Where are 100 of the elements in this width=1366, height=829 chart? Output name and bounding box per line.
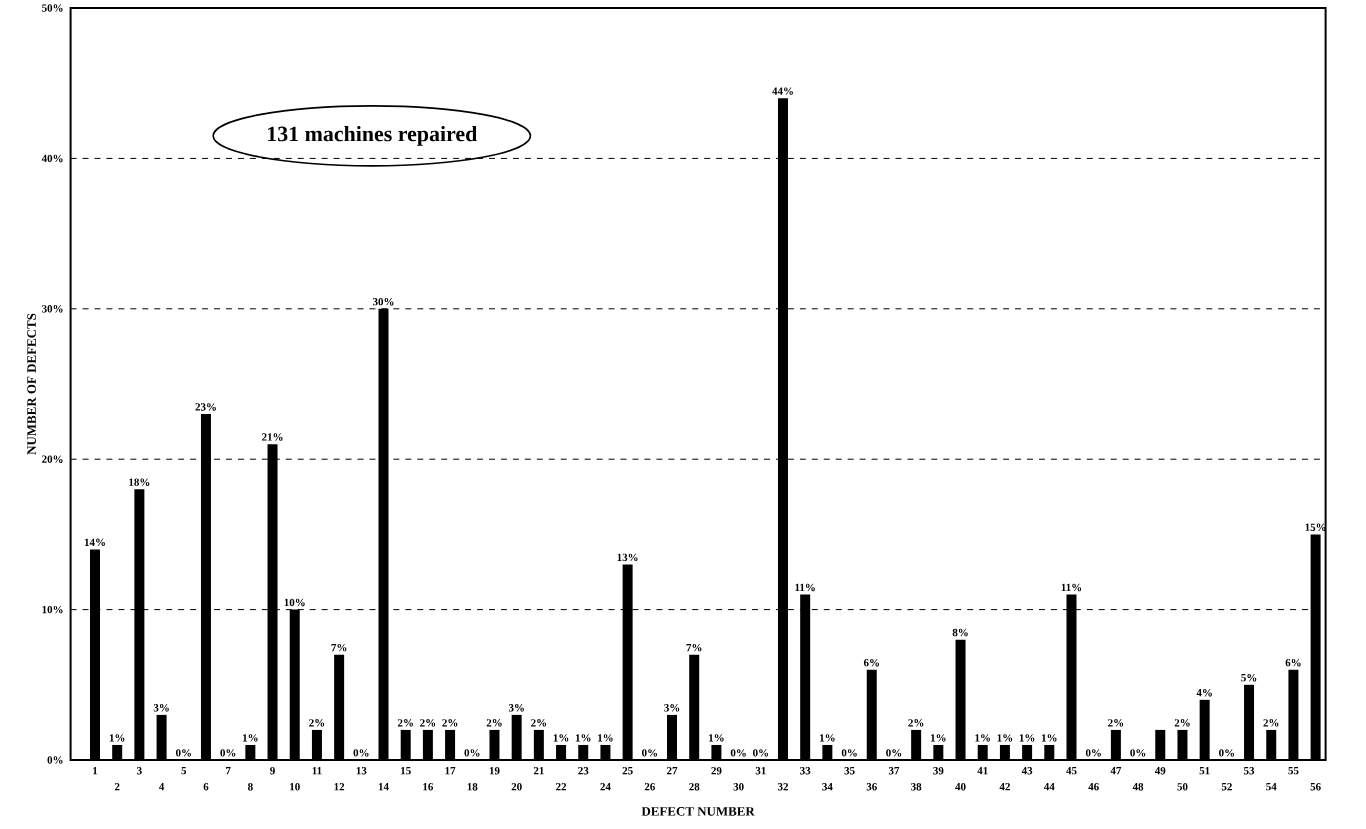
x-tick-label: 44: [1043, 783, 1055, 791]
data-label: 0%: [1219, 749, 1235, 757]
x-tick-label: 6: [203, 783, 209, 791]
x-tick-label: 23: [578, 767, 589, 775]
data-label: 2%: [420, 719, 436, 727]
y-tick-label: 10%: [42, 605, 63, 614]
data-label: 23%: [195, 403, 216, 411]
data-label: 1%: [553, 734, 569, 742]
data-label: 1%: [997, 734, 1013, 742]
x-tick-label: 38: [911, 783, 922, 791]
y-tick-label: 50%: [42, 4, 63, 12]
data-label: 7%: [331, 643, 347, 652]
data-label: 0%: [1085, 749, 1101, 757]
data-label: 6%: [863, 658, 879, 667]
y-tick-label: 0%: [47, 756, 63, 764]
x-tick-label: 32: [777, 783, 788, 791]
data-label: 3%: [153, 704, 169, 712]
data-label: 0%: [220, 749, 236, 757]
x-tick-label: 55: [1288, 767, 1299, 775]
data-label: 11%: [795, 583, 815, 592]
data-label: 18%: [129, 478, 150, 486]
x-tick-label: 53: [1244, 767, 1255, 775]
data-label: 2%: [908, 719, 924, 727]
data-label: 1%: [820, 734, 835, 742]
x-tick-label: 17: [445, 767, 456, 775]
data-label: 0%: [1130, 749, 1146, 757]
data-label: 1%: [1019, 734, 1035, 742]
data-label: 4%: [1196, 689, 1212, 697]
data-label: 3%: [508, 704, 524, 712]
x-tick-label: 45: [1066, 767, 1077, 775]
x-tick-label: 18: [467, 783, 478, 791]
data-label: 44%: [772, 87, 793, 95]
x-tick-label: 37: [888, 767, 900, 775]
x-tick-label: 43: [1021, 767, 1033, 775]
x-tick-label: 5: [181, 767, 187, 775]
x-tick-label: 10: [290, 783, 300, 791]
data-label: 2%: [397, 719, 413, 727]
data-label: 2%: [442, 719, 458, 727]
data-label: 1%: [109, 734, 125, 742]
data-label: 10%: [284, 598, 305, 607]
data-label: 1%: [930, 734, 946, 742]
data-label: 0%: [175, 749, 191, 757]
x-tick-label: 7: [226, 767, 231, 775]
data-label: 21%: [262, 433, 283, 441]
x-tick-label: 12: [334, 783, 345, 791]
y-tick-label: 20%: [42, 455, 63, 463]
data-label: 0%: [841, 749, 857, 757]
x-tick-label: 30: [733, 783, 744, 791]
data-label: 0%: [752, 749, 768, 757]
y-axis-title: NUMBER OF DEFECTS: [27, 313, 36, 455]
data-label: 1%: [1041, 734, 1057, 742]
x-tick-label: 35: [844, 767, 855, 775]
annotation: 131 machines repaired: [268, 125, 478, 146]
data-label: 0%: [886, 749, 902, 757]
data-label: 2%: [1108, 719, 1124, 727]
data-label: 1%: [243, 734, 258, 742]
data-label: 15%: [1305, 523, 1326, 532]
data-label: 3%: [664, 704, 680, 712]
x-tick-label: 27: [667, 767, 678, 775]
x-tick-label: 33: [800, 767, 811, 775]
x-tick-label: 36: [866, 783, 877, 791]
x-tick-label: 15: [401, 767, 411, 775]
x-tick-label: 20: [511, 783, 522, 791]
data-label: 0%: [642, 749, 658, 757]
y-tick-label: 30%: [42, 305, 63, 313]
x-tick-label: 31: [755, 767, 766, 775]
x-tick-label: 13: [356, 767, 367, 775]
x-tick-label: 29: [711, 767, 722, 775]
x-tick-label: 28: [689, 783, 700, 791]
data-label: 2%: [1174, 719, 1190, 727]
x-tick-label: 47: [1110, 767, 1122, 775]
data-label: 2%: [486, 719, 502, 727]
x-tick-label: 40: [955, 783, 966, 791]
x-tick-label: 19: [489, 767, 500, 775]
x-tick-label: 2: [114, 783, 120, 791]
x-tick-label: 25: [622, 767, 633, 775]
data-label: 1%: [709, 734, 724, 742]
y-tick-label: 40%: [41, 154, 63, 163]
x-tick-label: 48: [1132, 783, 1144, 791]
data-label: 11%: [1061, 583, 1082, 592]
data-label: 2%: [1263, 719, 1279, 727]
x-tick-label: 52: [1221, 783, 1232, 791]
x-tick-label: 1: [93, 767, 98, 775]
x-tick-label: 46: [1088, 783, 1099, 791]
data-label: 1%: [575, 734, 591, 742]
x-tick-label: 22: [556, 783, 567, 791]
x-tick-label: 26: [644, 783, 655, 791]
x-tick-label: 8: [247, 783, 253, 791]
x-tick-label: 56: [1310, 783, 1321, 791]
x-tick-label: 42: [999, 783, 1010, 791]
x-tick-label: 3: [137, 767, 142, 775]
data-label: 7%: [686, 643, 702, 652]
x-tick-label: 16: [423, 783, 434, 791]
x-axis-title: DEFECT NUMBER: [641, 807, 755, 816]
data-label: 1%: [598, 734, 613, 742]
x-tick-label: 4: [158, 783, 165, 791]
x-tick-label: 39: [933, 767, 944, 775]
data-label: 0%: [353, 749, 369, 757]
x-tick-label: 14: [378, 783, 389, 791]
data-label: 0%: [464, 749, 480, 757]
